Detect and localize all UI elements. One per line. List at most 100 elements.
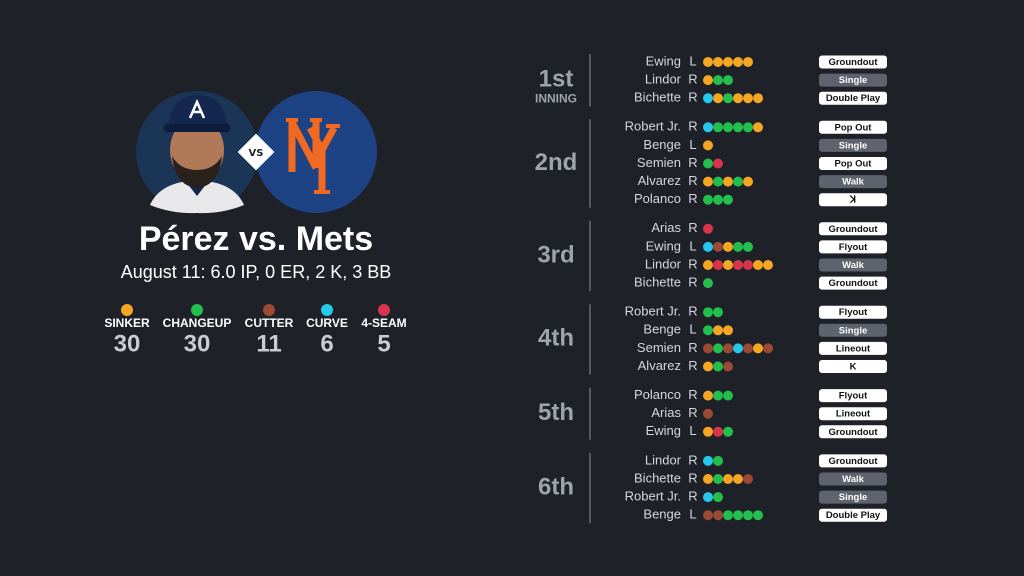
pitch-dot xyxy=(723,361,733,372)
result-label: Groundout xyxy=(828,427,878,438)
pitch-dot xyxy=(703,307,713,318)
subtitle: August 11: 6.0 IP, 0 ER, 2 K, 3 BB xyxy=(121,262,392,282)
batter-hand: R xyxy=(688,340,697,355)
batter-name: Arias xyxy=(651,220,681,235)
inning-sublabel: INNING xyxy=(535,91,577,105)
result-pill xyxy=(819,193,887,207)
result-pill xyxy=(819,472,887,486)
pitch-dot xyxy=(733,57,743,67)
pitch-dot xyxy=(763,260,773,270)
result-pill xyxy=(819,138,887,152)
pitch-dot xyxy=(713,492,723,503)
legend-swatch xyxy=(321,304,333,316)
pitch-dot xyxy=(703,408,713,419)
pitch-dot xyxy=(753,260,763,270)
pitch-dot xyxy=(713,260,723,270)
pitch-dot xyxy=(703,325,713,336)
batter-hand: R xyxy=(688,489,697,504)
pitch-dot xyxy=(703,260,713,270)
pitch-dot xyxy=(713,93,723,104)
pitch-dot xyxy=(753,122,763,133)
pitch-dot xyxy=(743,122,753,133)
pitch-dot xyxy=(733,260,743,270)
pitch-dot xyxy=(733,176,743,187)
result-pill xyxy=(819,240,887,254)
batter-name: Lindor xyxy=(645,256,682,271)
batter-hand: L xyxy=(689,507,696,522)
legend-label: CURVE xyxy=(306,316,348,330)
pitcher-photo xyxy=(136,91,258,214)
result-label: Pop Out xyxy=(835,159,873,170)
pitch-dot xyxy=(703,57,713,67)
legend-label: SINKER xyxy=(104,316,150,330)
result-label: Single xyxy=(839,492,868,503)
pitch-dot xyxy=(723,194,733,205)
result-label: Groundout xyxy=(828,278,878,289)
result-pill xyxy=(819,73,887,87)
pitch-dot xyxy=(743,176,753,187)
pitch-dot xyxy=(743,343,753,354)
pitch-dot xyxy=(703,510,713,521)
pitch-dot xyxy=(703,122,713,133)
legend-swatch xyxy=(378,304,390,316)
result-pill xyxy=(819,305,887,319)
batter-name: Alvarez xyxy=(638,358,681,373)
pitch-dot xyxy=(703,241,713,252)
pitch-dot xyxy=(733,343,743,354)
pitch-dot xyxy=(713,325,723,336)
pitch-dot xyxy=(723,93,733,104)
result-pill xyxy=(819,276,887,290)
result-label: Groundout xyxy=(828,224,878,235)
pitch-dot xyxy=(733,510,743,521)
batter-hand: R xyxy=(688,304,697,319)
pitch-dot xyxy=(743,93,753,104)
batter-name: Polanco xyxy=(634,191,681,206)
pitch-dot xyxy=(713,176,723,187)
batter-name: Semien xyxy=(637,155,681,170)
result-label: Groundout xyxy=(828,456,878,467)
legend-count: 11 xyxy=(256,330,281,357)
result-pill xyxy=(819,120,887,134)
batter-name: Bichette xyxy=(634,470,681,485)
batter-name: Semien xyxy=(637,340,681,355)
pitch-dot xyxy=(703,158,713,169)
result-label: Groundout xyxy=(828,57,878,68)
result-pill xyxy=(819,389,887,403)
result-pill xyxy=(819,222,887,236)
pitch-dot xyxy=(703,75,713,86)
batter-name: Polanco xyxy=(634,387,681,402)
batter-name: Arias xyxy=(651,405,681,420)
batter-hand: R xyxy=(688,155,697,170)
result-pill xyxy=(819,175,887,189)
pitch-dot xyxy=(743,510,753,521)
pitch-dot xyxy=(703,140,713,151)
pitch-dot xyxy=(723,260,733,270)
batter-hand: R xyxy=(688,220,697,235)
pitch-dot xyxy=(713,426,723,437)
result-label: Walk xyxy=(842,177,865,188)
result-label: Flyout xyxy=(839,391,868,402)
pitch-dot xyxy=(713,241,723,252)
batter-hand: L xyxy=(689,238,696,253)
pitch-dot xyxy=(733,122,743,133)
pitch-dot xyxy=(713,122,723,133)
pitch-dot xyxy=(703,455,713,466)
pitch-dot xyxy=(733,474,743,484)
pitch-dot xyxy=(713,474,723,484)
result-pill xyxy=(819,157,887,170)
pitch-dot xyxy=(733,241,743,252)
pitch-dot xyxy=(723,122,733,133)
result-pill xyxy=(819,407,887,421)
pitch-dot xyxy=(743,474,753,484)
batter-name: Benge xyxy=(643,507,681,522)
batter-hand: R xyxy=(688,173,697,188)
result-label: ꓘ xyxy=(849,195,856,206)
legend-count: 30 xyxy=(184,330,211,357)
batter-hand: R xyxy=(688,256,697,271)
pitch-dot xyxy=(703,176,713,187)
pitch-dot xyxy=(713,194,723,205)
batter-hand: R xyxy=(688,72,697,87)
pitch-dot xyxy=(733,93,743,104)
legend-count: 5 xyxy=(377,330,390,357)
